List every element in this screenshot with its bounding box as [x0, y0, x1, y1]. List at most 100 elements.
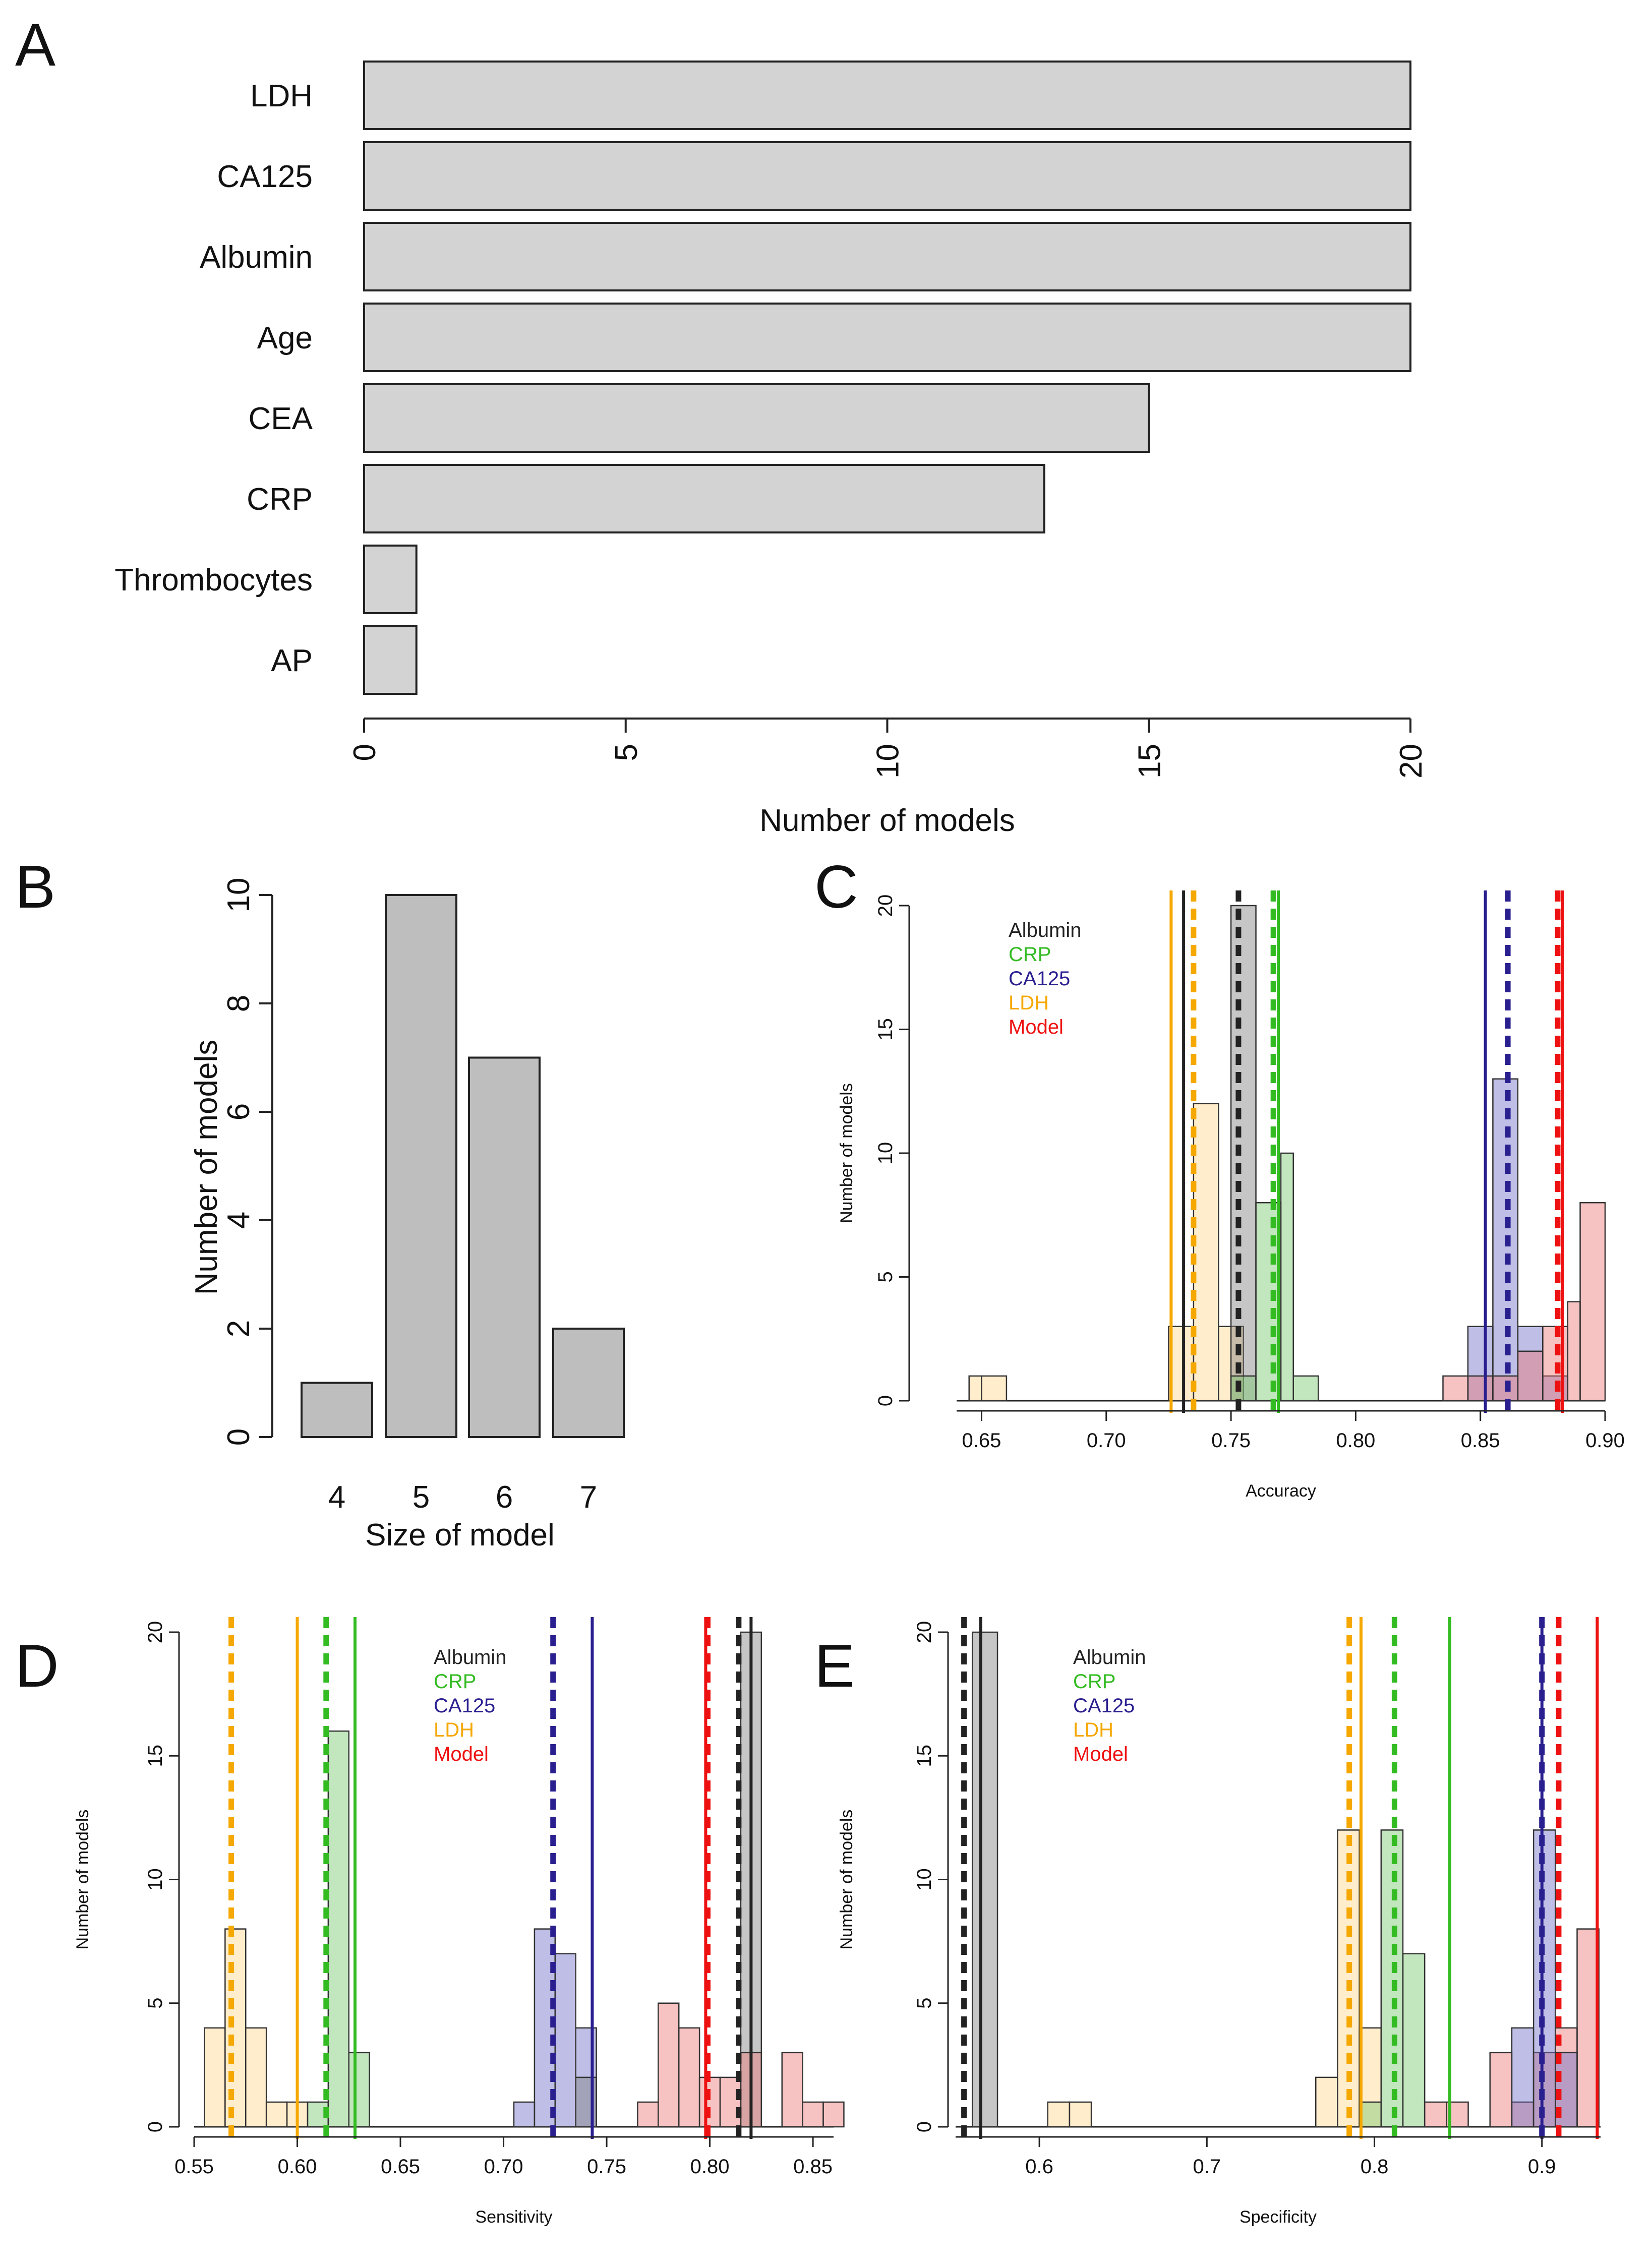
x-tick-label: 0.85: [793, 2156, 833, 2178]
legend-entry-albumin: Albumin: [434, 1646, 507, 1668]
panel-letter-b: B: [15, 853, 55, 921]
histogram-bin-ldh: [1315, 2076, 1338, 2128]
x-tick-label: 0.65: [381, 2156, 420, 2178]
histogram-bin-model: [698, 2076, 721, 2128]
histogram-bin-ldh: [1047, 2101, 1071, 2128]
x-tick-label: 0.55: [174, 2156, 214, 2178]
histogram-bin-ldh: [204, 2027, 226, 2128]
x-tick-label: 0.85: [1461, 1429, 1500, 1452]
y-tick-label: 20: [913, 1621, 935, 1644]
category-label-ca125: CA125: [217, 159, 313, 194]
category-label-crp: CRP: [247, 482, 313, 517]
histogram-bin-crp: [348, 2052, 370, 2128]
category-label-age: Age: [257, 321, 313, 355]
x-tick-label: 7: [580, 1480, 597, 1515]
legend-entry-albumin: Albumin: [1009, 919, 1082, 941]
histogram-bin-ldh: [1193, 1103, 1219, 1402]
histogram-bin-model: [658, 2002, 680, 2128]
histogram-bin-ldh: [265, 2101, 288, 2128]
histogram-bin-model: [802, 2101, 824, 2128]
y-tick-label: 5: [913, 1998, 935, 2009]
histogram-bin-crp: [1280, 1152, 1294, 1402]
bar-size-6: [468, 1056, 541, 1438]
legend-entry-ca125: CA125: [1073, 1695, 1135, 1717]
bar-size-4: [301, 1382, 373, 1438]
x-axis-title: Size of model: [365, 1518, 555, 1553]
y-axis-title: Number of models: [73, 1810, 92, 1950]
legend-entry-model: Model: [1009, 1016, 1064, 1038]
category-label-thrombocytes: Thrombocytes: [114, 563, 313, 598]
histogram-bin-ldh: [968, 1375, 982, 1402]
y-tick-label: 5: [874, 1271, 897, 1282]
y-tick-label: 10: [144, 1868, 166, 1891]
y-tick-label: 10: [221, 878, 256, 913]
x-tick-label: 0.8: [1361, 2156, 1389, 2178]
y-tick-label: 20: [874, 894, 897, 917]
histogram-bin-ca125: [554, 1953, 576, 2128]
x-tick-label: 4: [328, 1480, 345, 1515]
category-label-ldh: LDH: [250, 79, 313, 113]
y-tick-label: 4: [221, 1212, 256, 1229]
y-tick-label: 6: [221, 1103, 256, 1120]
x-tick-label: 5: [609, 744, 644, 761]
y-tick-label: 5: [144, 1998, 166, 2009]
histogram-bin-ca125: [513, 2101, 536, 2128]
y-axis-title: Number of models: [837, 1810, 856, 1950]
histogram-bin-ldh: [1069, 2101, 1092, 2128]
x-axis-title: Specificity: [1240, 2208, 1317, 2227]
histogram-bin-ca125: [1511, 2027, 1535, 2128]
legend-entry-ldh: LDH: [434, 1719, 474, 1741]
x-tick-label: 10: [871, 744, 906, 779]
x-tick-label: 20: [1394, 744, 1429, 779]
bar-cea: [363, 383, 1150, 453]
legend-entry-ldh: LDH: [1009, 992, 1049, 1014]
histogram-bin-model: [719, 2076, 742, 2128]
panel-letter-d: D: [15, 1632, 59, 1700]
histogram-bin-model: [1467, 1375, 1494, 1402]
histogram-bin-model: [1489, 2052, 1513, 2128]
category-label-albumin: Albumin: [200, 240, 313, 275]
panel-letter-e: E: [814, 1632, 855, 1700]
y-tick-label: 8: [221, 995, 256, 1012]
histogram-bin-model: [1576, 1928, 1600, 2128]
histogram-bin-model: [1517, 1350, 1544, 1402]
y-tick-label: 2: [221, 1320, 256, 1337]
legend-entry-crp: CRP: [1073, 1671, 1115, 1693]
y-tick-label: 0: [221, 1428, 256, 1446]
x-axis-title: Number of models: [759, 803, 1015, 838]
y-tick-label: 20: [144, 1621, 166, 1644]
panel-letter-a: A: [15, 11, 55, 79]
bar-albumin: [363, 222, 1411, 291]
histogram-bin-crp: [1230, 1375, 1257, 1402]
histogram-bin-ldh: [1359, 2027, 1382, 2128]
histogram-bin-albumin: [971, 1631, 998, 2128]
histogram-bin-crp: [1292, 1375, 1319, 1402]
x-tick-label: 0.75: [1211, 1429, 1251, 1452]
x-tick-label: 0.80: [690, 2156, 730, 2178]
x-tick-label: 0.75: [587, 2156, 626, 2178]
legend-entry-model: Model: [434, 1743, 489, 1765]
histogram-bin-ldh: [224, 1928, 247, 2128]
histogram-bin-albumin: [1230, 905, 1257, 1402]
histogram-bin-ldh: [245, 2027, 267, 2128]
bar-crp: [363, 464, 1045, 533]
legend-entry-ca125: CA125: [1009, 968, 1070, 990]
y-tick-label: 0: [913, 2121, 935, 2132]
x-tick-label: 0: [347, 744, 382, 761]
x-tick-label: 6: [496, 1480, 513, 1515]
x-axis-title: Accuracy: [1246, 1481, 1316, 1501]
category-label-ap: AP: [271, 643, 313, 678]
legend-entry-model: Model: [1073, 1743, 1128, 1765]
histogram-bin-model: [637, 2101, 659, 2128]
histogram-bin-model: [1567, 1301, 1581, 1402]
histogram-bin-crp: [1359, 2101, 1382, 2128]
x-tick-label: 0.65: [962, 1429, 1001, 1452]
x-tick-label: 0.90: [1585, 1429, 1625, 1452]
y-axis-title: Number of models: [837, 1083, 856, 1223]
bar-ca125: [363, 141, 1411, 211]
legend-entry-crp: CRP: [434, 1671, 476, 1693]
y-tick-label: 10: [913, 1868, 935, 1891]
x-axis-title: Sensitivity: [475, 2208, 552, 2227]
x-tick-label: 0.70: [1087, 1429, 1126, 1452]
y-tick-label: 10: [874, 1142, 897, 1165]
